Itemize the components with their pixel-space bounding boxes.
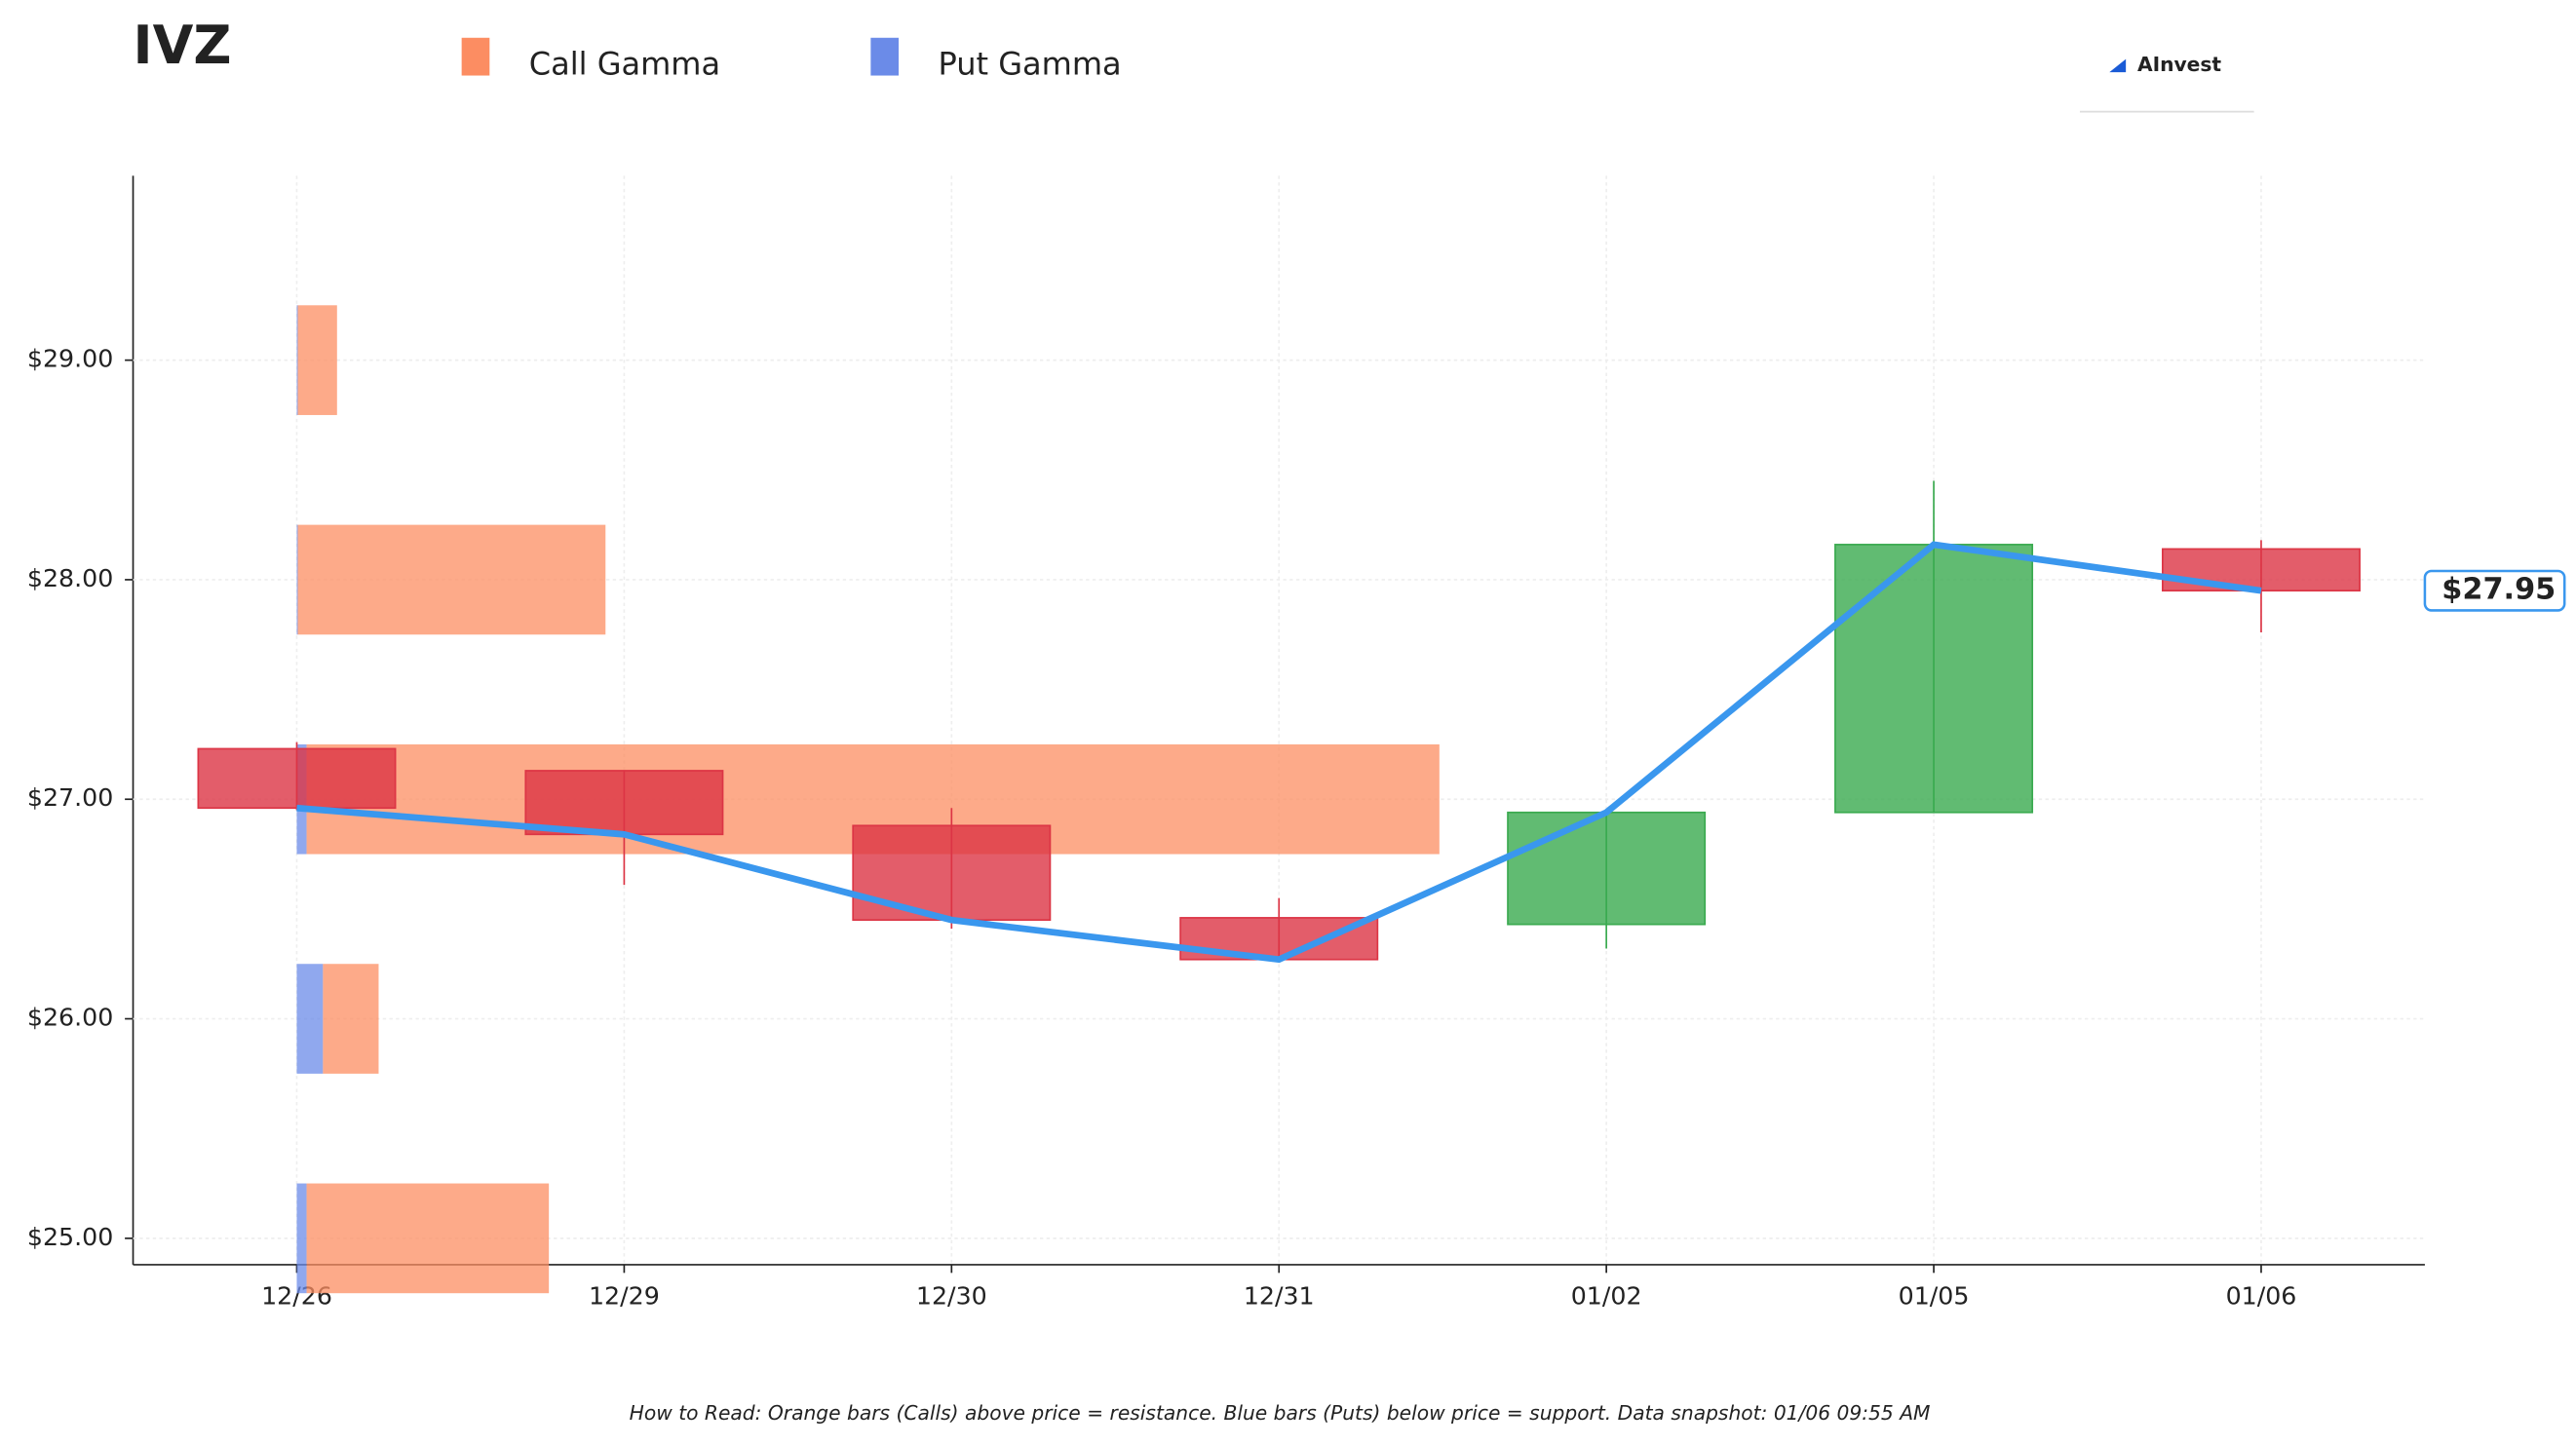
candle-body	[1179, 917, 1379, 961]
x-tick-label: 01/06	[2226, 1282, 2297, 1311]
y-tick-label: $28.00	[27, 564, 113, 592]
legend-label: Call Gamma	[529, 45, 720, 82]
x-tick-label: 12/31	[1244, 1282, 1315, 1311]
candle-body	[1834, 544, 2034, 814]
legend-label: Put Gamma	[938, 45, 1121, 82]
price-line	[296, 541, 2262, 964]
price-label: $27.95	[2441, 573, 2556, 607]
brand-icon	[2109, 58, 2127, 73]
gamma-bar	[296, 305, 298, 415]
gamma-bar	[306, 1183, 550, 1294]
y-tick-label: $27.00	[27, 783, 113, 812]
gamma-bar	[297, 305, 337, 415]
gamma-bar	[297, 524, 606, 635]
chart-title: IVZ	[134, 15, 232, 76]
x-tick-label: 12/29	[589, 1282, 660, 1311]
legend-swatch	[461, 37, 490, 76]
footnote: How to Read: Orange bars (Calls) above p…	[630, 1401, 1931, 1425]
gamma-bar	[323, 964, 379, 1074]
gamma-bar	[296, 964, 324, 1074]
x-tick-label: 01/05	[1899, 1282, 1970, 1311]
gamma-bar	[296, 524, 298, 635]
x-tick-label: 12/30	[916, 1282, 987, 1311]
legend-swatch	[870, 37, 900, 76]
candle-body	[524, 770, 724, 836]
price-label-box	[2423, 569, 2566, 612]
y-tick-label: $26.00	[27, 1004, 113, 1032]
candle-body	[852, 824, 1052, 922]
y-tick-label: $25.00	[27, 1223, 113, 1251]
candle-body	[1507, 811, 1707, 926]
brand: AInvest	[2137, 53, 2221, 76]
gamma-bar	[296, 1183, 307, 1294]
candle-body	[197, 747, 397, 810]
candle-body	[2161, 548, 2361, 592]
y-tick-label: $29.00	[27, 345, 113, 373]
x-tick-label: 01/02	[1571, 1282, 1642, 1311]
